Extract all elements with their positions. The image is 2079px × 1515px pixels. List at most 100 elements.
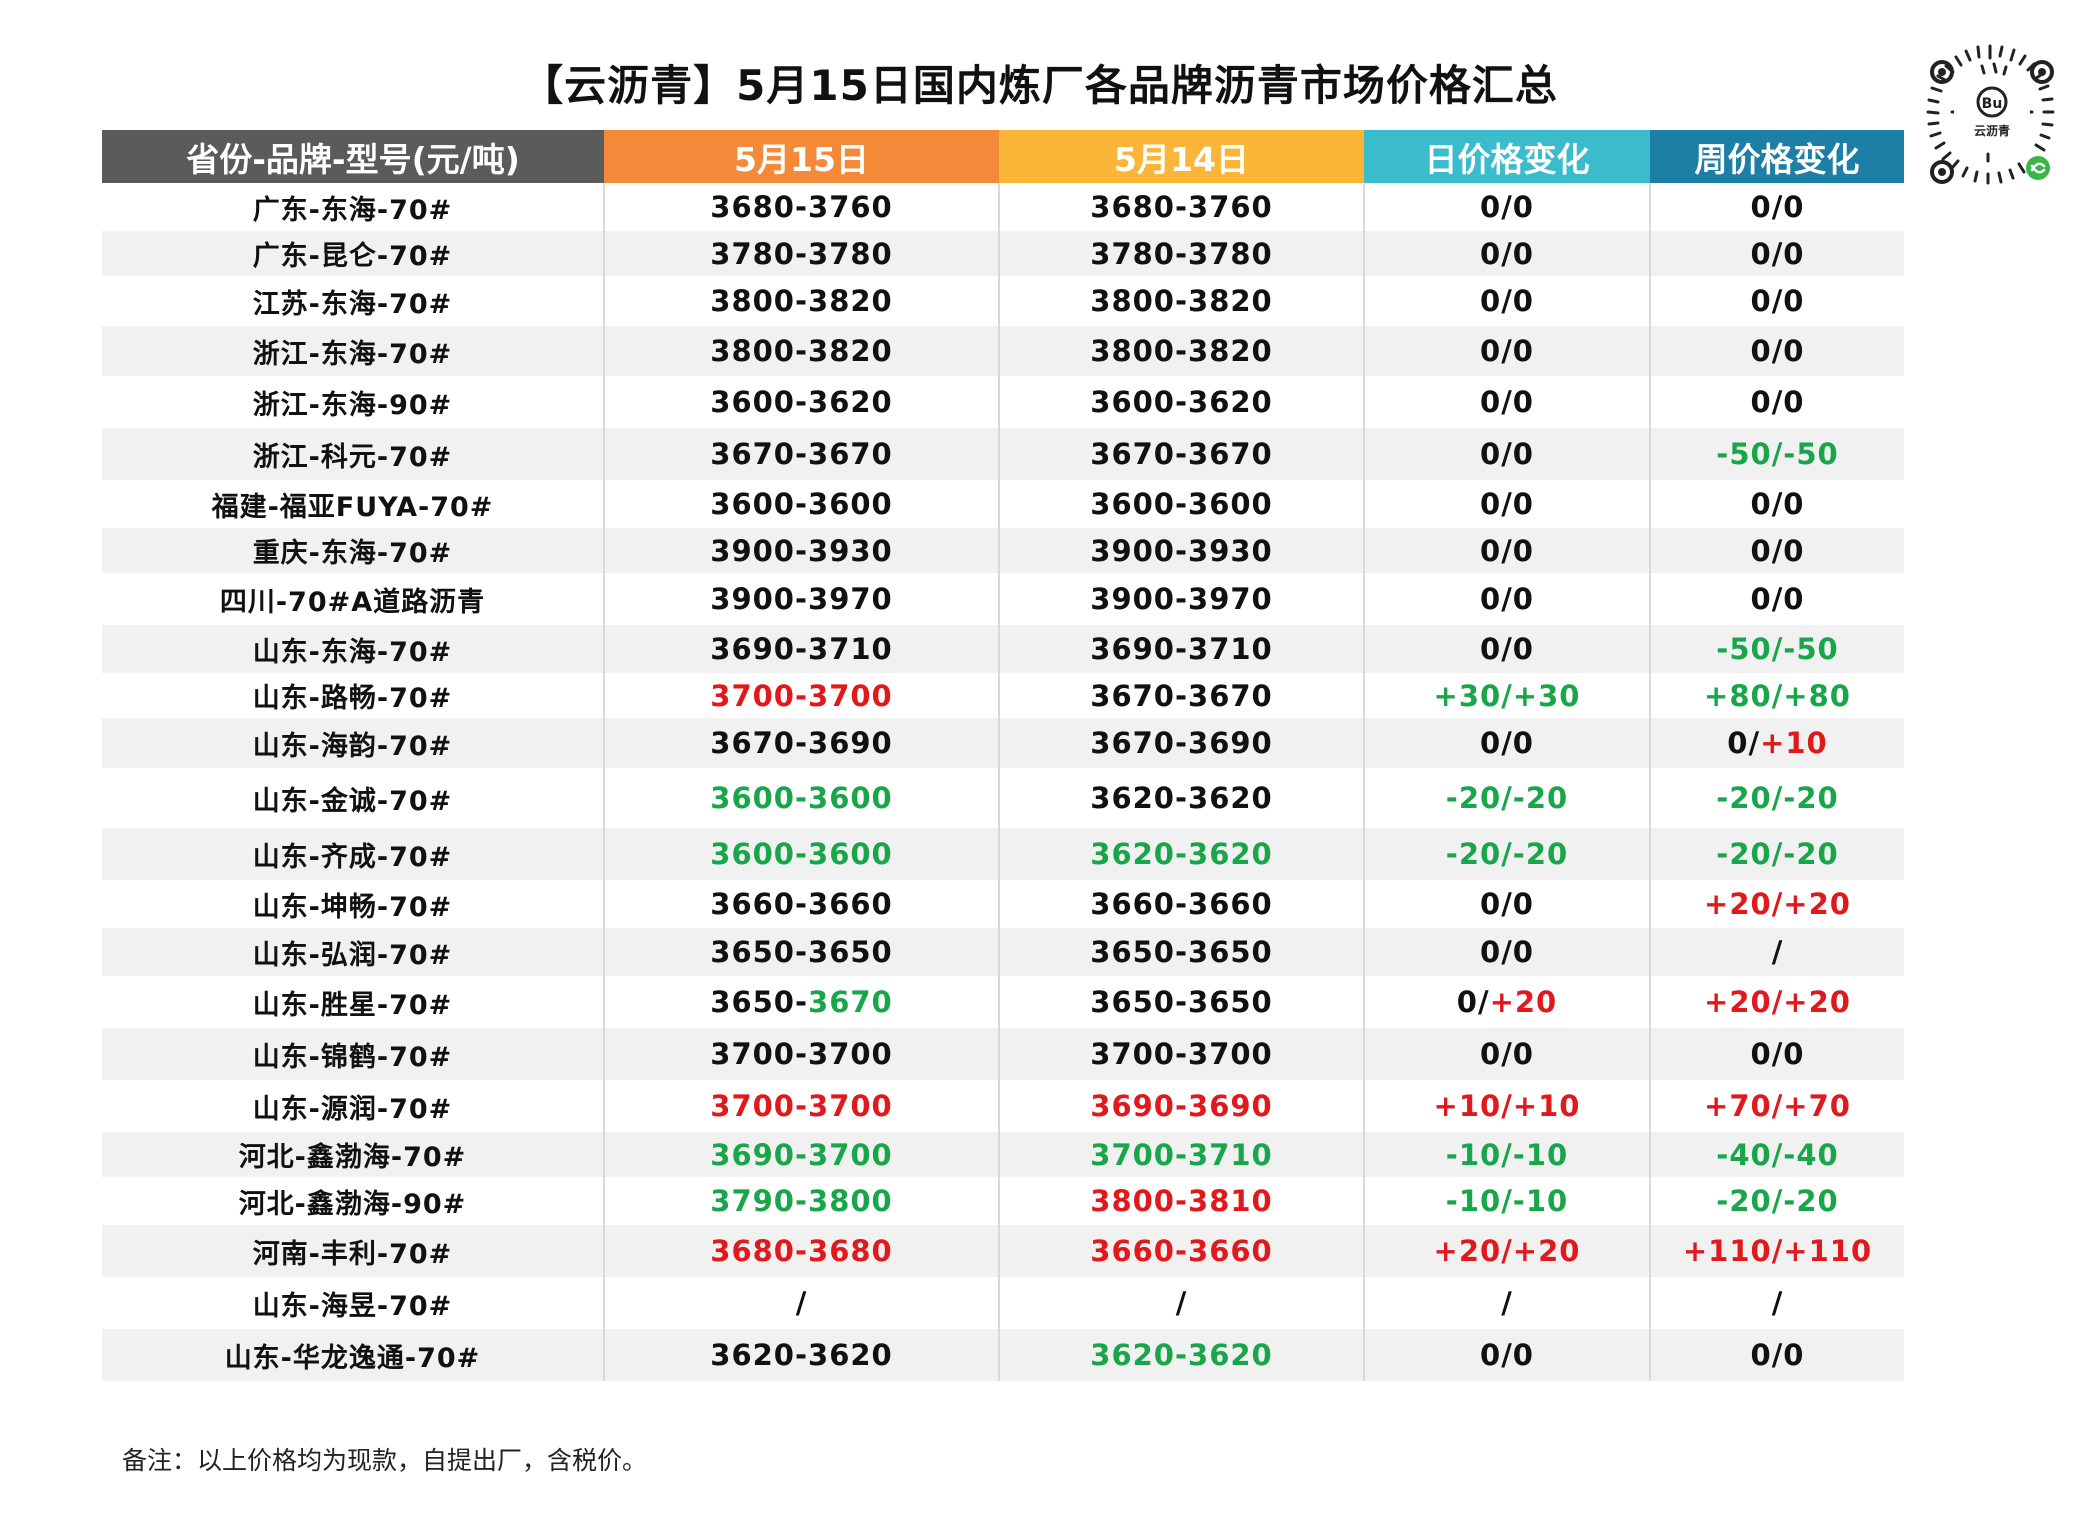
price-may-14-text: 3660-3660 [1090, 887, 1273, 921]
weekly-change-text: 0/0 [1750, 190, 1805, 224]
weekly-change-text: 0/0 [1750, 1037, 1805, 1071]
table-row: 山东-金诚-70# 3600-3600 3620-3620 -20/-20 -20/-2… [102, 768, 1904, 828]
price-may-14-cell: 3620-3620 [999, 1329, 1365, 1381]
price-may-14-cell: 3600-3600 [999, 480, 1365, 528]
price-may-15-cell: 3670-3670 [604, 428, 1000, 480]
row-label-text: 山东-路畅-70# [252, 683, 453, 714]
price-may-15-text: 3690-3700 [710, 1137, 893, 1172]
price-may-14-cell: 3680-3760 [999, 183, 1365, 231]
weekly-change-text: 0/0 [1750, 334, 1805, 368]
weekly-change-cell: -20/-20 [1650, 768, 1904, 828]
price-may-14-cell: 3670-3670 [999, 673, 1365, 718]
daily-change-cell: +30/+30 [1364, 673, 1651, 718]
weekly-change-text: +20/+20 [1704, 887, 1851, 921]
daily-change-cell: -10/-10 [1364, 1132, 1651, 1177]
svg-text:云沥青: 云沥青 [1974, 123, 2010, 138]
table-row: 山东-锦鹤-70# 3700-3700 3700-3700 0/0 0/0 [102, 1028, 1904, 1080]
row-label-cell: 浙江-东海-70# [102, 326, 605, 376]
table-header-row: 省份-品牌-型号(元/吨) 5月15日 5月14日 日价格变化 周价格变化 [102, 130, 1904, 183]
price-may-15-cell: 3700-3700 [604, 1028, 1000, 1080]
price-may-15-cell: 3660-3660 [604, 880, 1000, 928]
table-row: 山东-弘润-70# 3650-3650 3650-3650 0/0 / [102, 928, 1904, 976]
weekly-change-cell: 0/0 [1650, 528, 1904, 573]
price-may-15-cell: 3600-3600 [604, 828, 1000, 880]
price-may-14-text: 3650-3650 [1090, 985, 1273, 1019]
table-row: 福建-福亚FUYA-70# 3600-3600 3600-3600 0/0 0/0 [102, 480, 1904, 528]
weekly-change-cell: +80/+80 [1650, 673, 1904, 718]
daily-change-cell: 0/+20 [1364, 976, 1651, 1028]
price-may-14-cell: 3690-3690 [999, 1080, 1365, 1132]
weekly-change-cell: -50/-50 [1650, 428, 1904, 480]
price-may-14-cell: 3700-3700 [999, 1028, 1365, 1080]
row-label-text: 山东-东海-70# [252, 636, 453, 668]
price-may-15-text: 3650- [710, 985, 809, 1019]
price-may-14-text: 3600-3620 [1090, 385, 1273, 419]
daily-change-text: 0/0 [1480, 236, 1534, 271]
weekly-change-cell: -20/-20 [1650, 1177, 1904, 1225]
table-row: 山东-胜星-70# 3650-3670 3650-3650 0/+20 +20/+20 [102, 976, 1904, 1028]
row-label-text: 山东-齐成-70# [252, 841, 453, 873]
table-row: 山东-坤畅-70# 3660-3660 3660-3660 0/0 +20/+20 [102, 880, 1904, 928]
price-table-body: 广东-东海-70# 3680-3760 3680-3760 0/0 0/0 广东-昆仑-7… [102, 183, 1904, 1381]
weekly-change-text: +70/+70 [1704, 1089, 1851, 1123]
price-may-14-text: 3690-3710 [1090, 632, 1273, 666]
price-may-15-text: 3790-3800 [710, 1184, 893, 1218]
page-title: 【云沥青】5月15日国内炼厂各品牌沥青市场价格汇总 [521, 61, 1558, 110]
price-may-14-text: 3670-3670 [1090, 678, 1273, 713]
price-may-15-text: 3670 [808, 985, 893, 1019]
price-may-14-cell: 3670-3690 [999, 718, 1365, 768]
row-label-text: 山东-弘润-70# [252, 939, 453, 971]
price-may-14-cell: 3660-3660 [999, 880, 1365, 928]
price-may-14-cell: 3900-3970 [999, 573, 1365, 625]
price-may-15-cell: 3800-3820 [604, 276, 1000, 326]
table-row: 山东-海昱-70# / / / / [102, 1277, 1904, 1329]
weekly-change-cell: +110/+110 [1650, 1225, 1904, 1277]
price-may-15-text: 3800-3820 [710, 284, 893, 318]
row-label-text: 山东-锦鹤-70# [252, 1041, 453, 1073]
weekly-change-cell: 0/0 [1650, 231, 1904, 276]
price-may-15-text: 3670-3670 [710, 437, 893, 471]
price-may-14-text: 3800-3820 [1090, 284, 1273, 318]
price-may-14-text: 3670-3690 [1090, 726, 1273, 760]
price-may-14-text: 3620-3620 [1090, 781, 1273, 815]
daily-change-text: 0/0 [1480, 284, 1534, 318]
price-may-15-text: 3800-3820 [710, 334, 893, 368]
price-may-15-cell: 3900-3930 [604, 528, 1000, 573]
weekly-change-text: 0/0 [1750, 582, 1805, 616]
table-row: 山东-源润-70# 3700-3700 3690-3690 +10/+10 +70/+7… [102, 1080, 1904, 1132]
mini-program-qr-code: Bu 云沥青 [1926, 44, 2055, 185]
daily-change-cell: +20/+20 [1364, 1225, 1651, 1277]
row-label-cell: 山东-路畅-70# [102, 673, 605, 718]
weekly-change-cell: / [1650, 928, 1904, 976]
weekly-change-cell: 0/+10 [1650, 718, 1904, 768]
table-row: 广东-昆仑-70# 3780-3780 3780-3780 0/0 0/0 [102, 231, 1904, 276]
daily-change-text: 0/0 [1480, 726, 1534, 760]
price-may-15-cell: / [604, 1277, 1000, 1329]
price-may-14-text: 3800-3820 [1090, 334, 1273, 368]
weekly-change-cell: 0/0 [1650, 376, 1904, 428]
daily-change-text: +30/+30 [1433, 678, 1581, 713]
daily-change-cell: 0/0 [1364, 480, 1651, 528]
row-label-text: 山东-海昱-70# [252, 1290, 453, 1322]
row-label-text: 浙江-东海-90# [252, 389, 453, 421]
price-may-14-cell: 3660-3660 [999, 1225, 1365, 1277]
daily-change-cell: 0/0 [1364, 428, 1651, 480]
price-may-15-text: 3600-3600 [710, 837, 893, 871]
daily-change-text: -20/-20 [1445, 837, 1569, 871]
price-may-15-text: 3650-3650 [710, 935, 893, 969]
price-may-15-cell: 3680-3760 [604, 183, 1000, 231]
price-may-14-text: 3680-3760 [1090, 190, 1273, 224]
table-row: 山东-路畅-70# 3700-3700 3670-3670 +30/+30 +80/+8… [102, 673, 1904, 718]
weekly-change-text: / [1771, 935, 1784, 969]
weekly-change-cell: +70/+70 [1650, 1080, 1904, 1132]
price-may-15-text: 3600-3620 [710, 385, 893, 419]
price-may-14-text: 3690-3690 [1090, 1089, 1273, 1123]
price-may-14-text: / [1175, 1286, 1188, 1320]
weekly-change-text: -50/-50 [1716, 437, 1839, 471]
daily-change-cell: -20/-20 [1364, 768, 1651, 828]
price-may-14-cell: 3780-3780 [999, 231, 1365, 276]
daily-change-text: / [1501, 1286, 1513, 1320]
price-may-14-text: 3660-3660 [1090, 1234, 1273, 1268]
table-row: 山东-海韵-70# 3670-3690 3670-3690 0/0 0/+10 [102, 718, 1904, 768]
daily-change-cell: 0/0 [1364, 718, 1651, 768]
